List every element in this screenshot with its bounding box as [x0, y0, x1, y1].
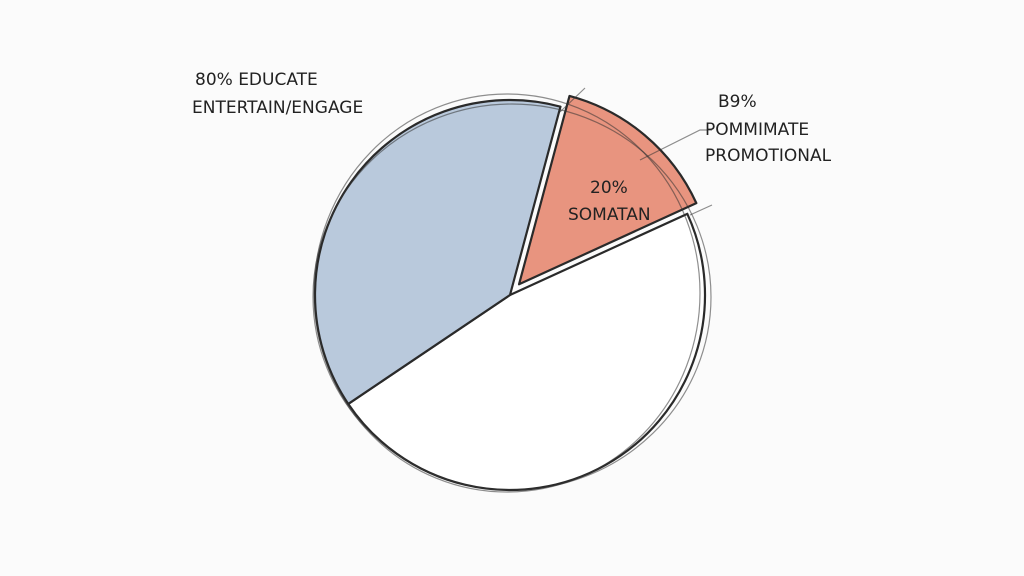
- annotation-text: SOMATAN: [568, 205, 651, 225]
- sketch-strokes: [312, 87, 713, 493]
- annotations: 80% EDUCATE ENTERTAIN/ENGAGE B9% POMMIMATE P…: [192, 70, 832, 225]
- sketch-line: [559, 87, 713, 216]
- annotation-text: B9%: [718, 92, 757, 112]
- annotation-text: POMMIMATE: [705, 120, 809, 140]
- annotation-text: 80% EDUCATE: [195, 70, 318, 90]
- pie: [313, 94, 707, 492]
- annotation-text: PROMOTIONAL: [705, 146, 832, 166]
- pie-slice: [313, 98, 562, 406]
- leader-line: [639, 129, 712, 161]
- annotation-text: 20%: [590, 178, 628, 198]
- sketch-line: [312, 103, 712, 491]
- pie-slice: [517, 94, 698, 286]
- sketch-line: [313, 93, 701, 493]
- annotation-text: ENTERTAIN/ENGAGE: [192, 98, 363, 118]
